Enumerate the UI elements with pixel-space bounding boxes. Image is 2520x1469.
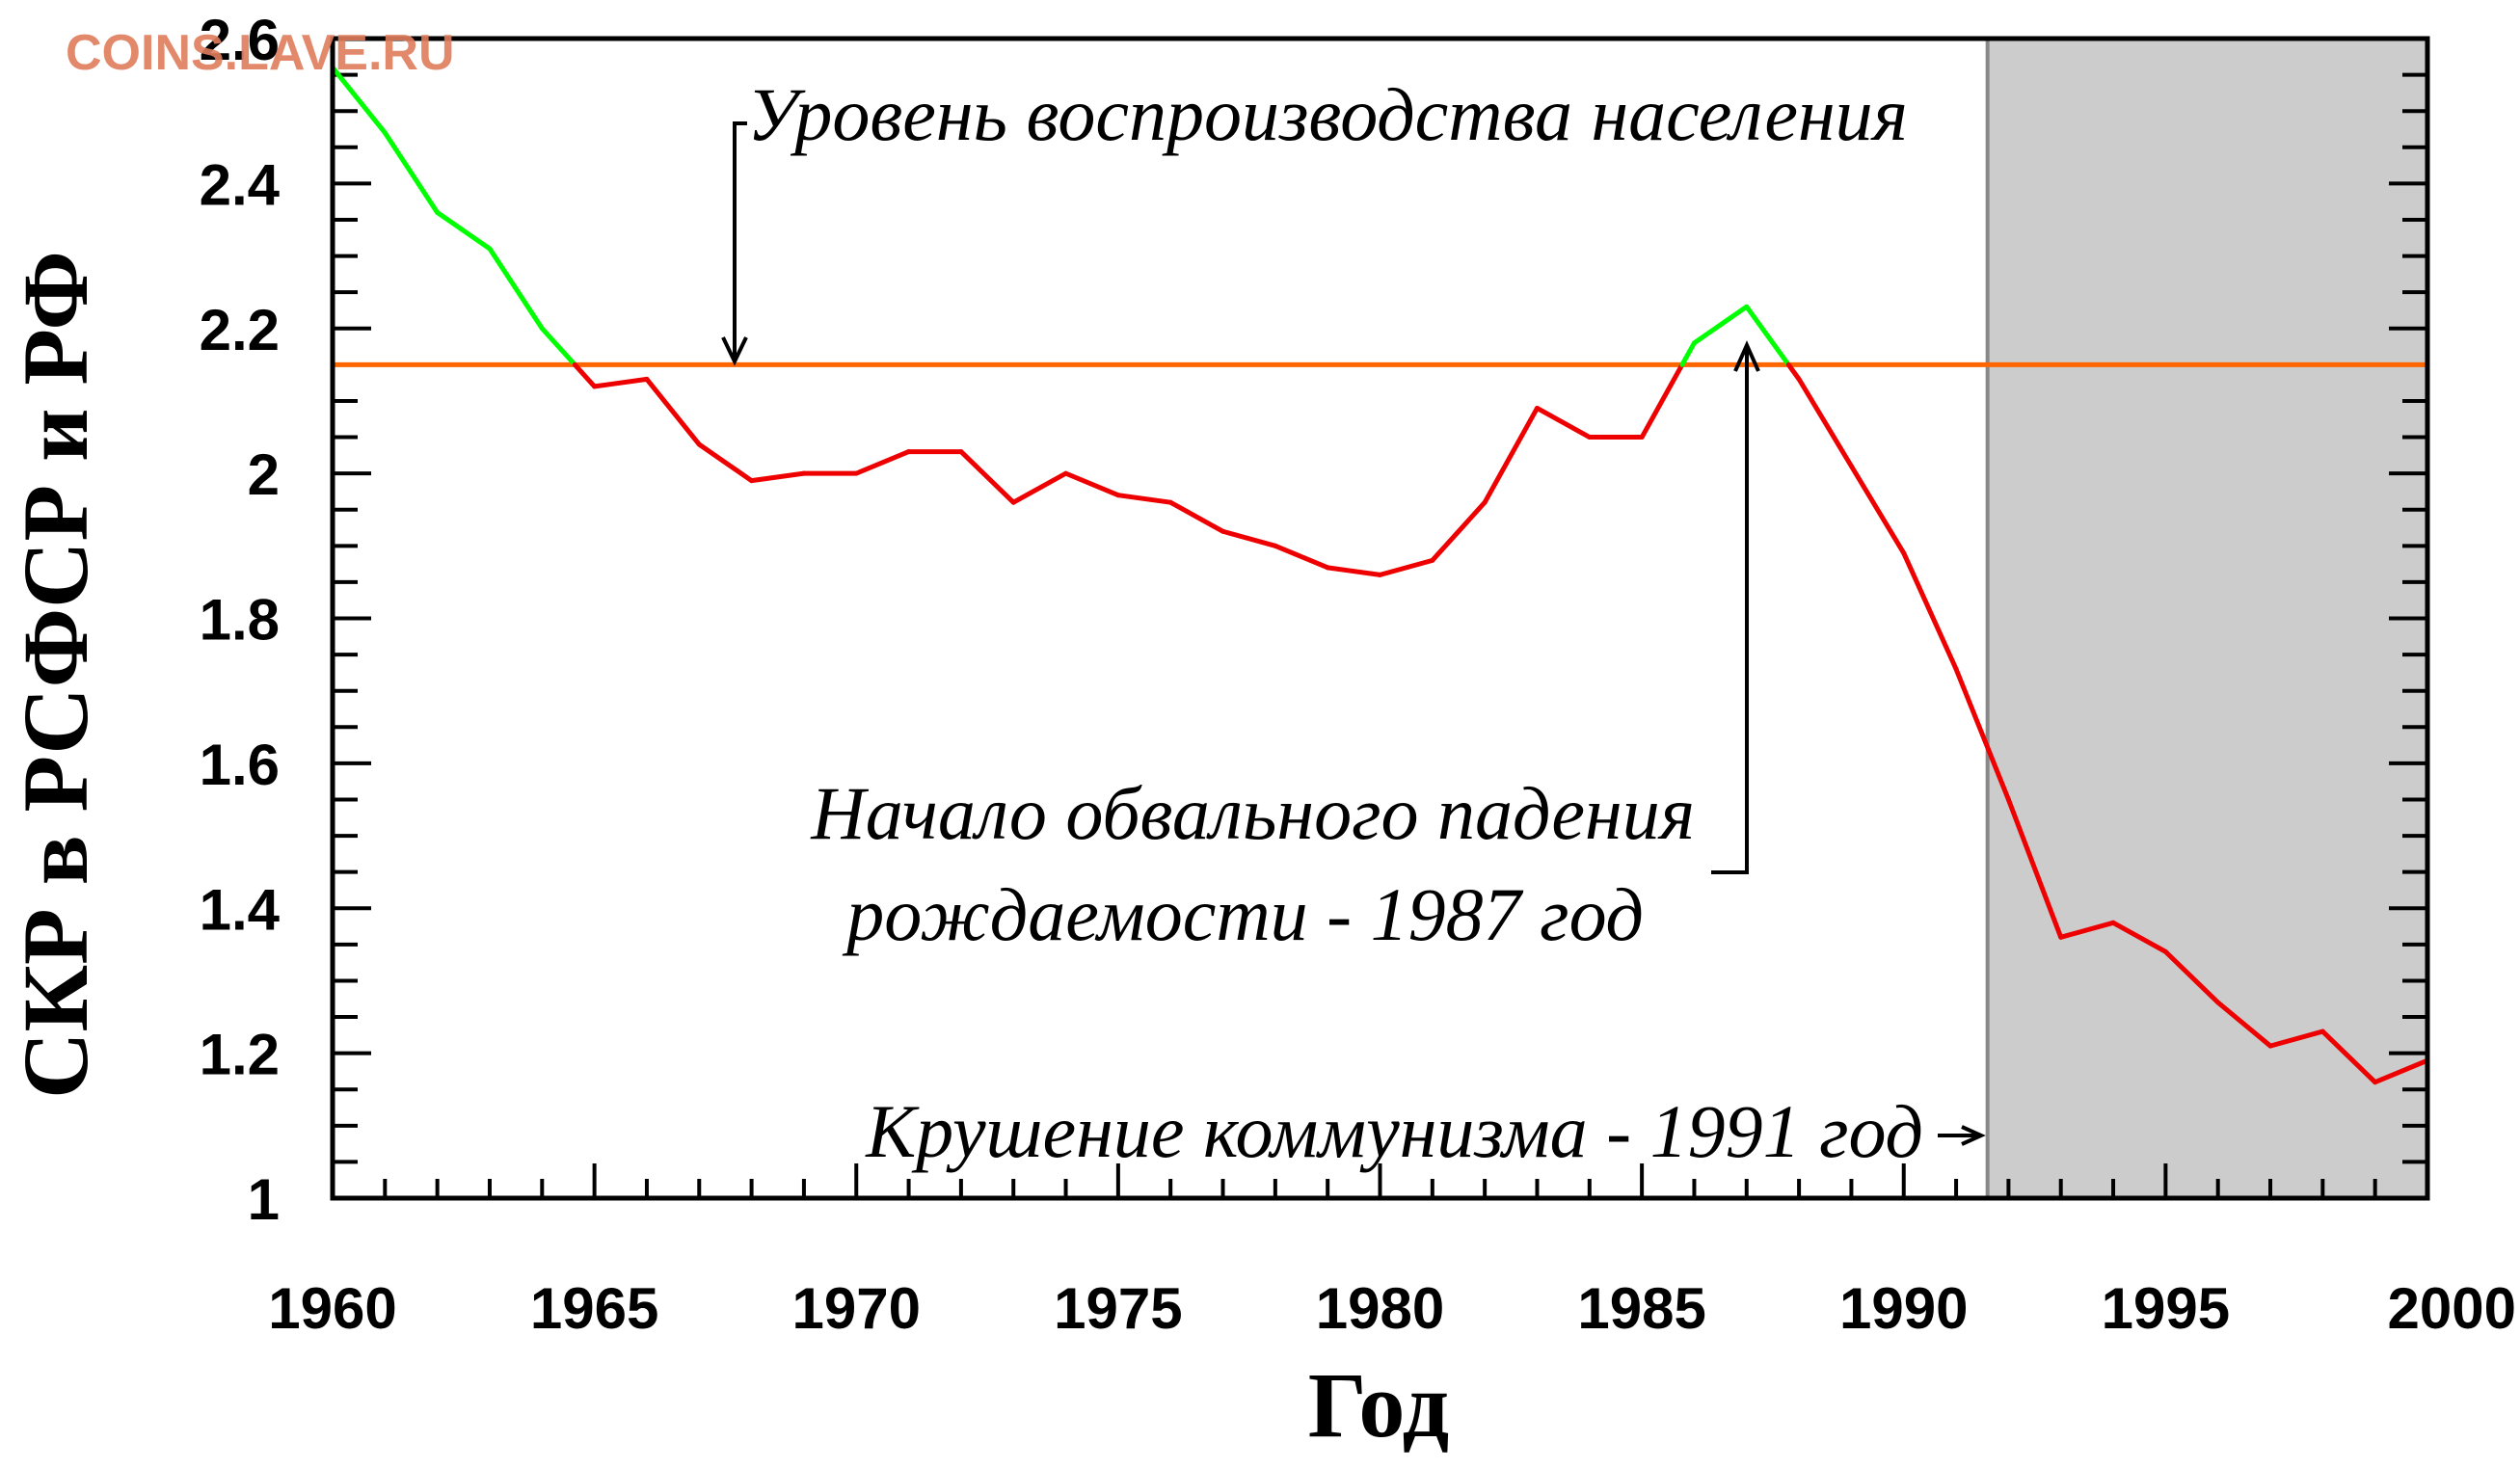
series-segment <box>958 449 1016 505</box>
series-segment <box>1325 565 1382 577</box>
series-segment <box>1482 405 1540 505</box>
series-segment <box>1691 304 1750 346</box>
series-segment <box>2319 1028 2378 1085</box>
x-tick-label: 1990 <box>1839 1276 1968 1341</box>
series-segment <box>1430 499 1488 563</box>
x-tick-label: 2000 <box>2388 1276 2516 1341</box>
x-tick-labels: 1960 1965 1970 1975 1980 1985 1990 1995 2000 <box>268 1276 2516 1341</box>
series-segment <box>2058 920 2116 940</box>
arrow-communism-collapse <box>1938 1125 1986 1146</box>
x-tick-label: 1985 <box>1577 1276 1705 1341</box>
x-tick-label: 1960 <box>268 1276 396 1341</box>
series-segment <box>2215 1000 2273 1049</box>
series-segment <box>1115 493 1173 505</box>
x-tick-label: 1980 <box>1316 1276 1444 1341</box>
annotation-communism-collapse: Крушение коммунизма - 1991 год <box>865 1089 1923 1173</box>
watermark: COINS.LAVE.RU <box>66 25 455 81</box>
axis-ticks <box>331 37 2429 1200</box>
y-tick-label: 2 <box>248 442 280 507</box>
y-tick-label: 2.4 <box>200 152 281 217</box>
series-segment <box>2162 948 2221 1005</box>
series-segment <box>853 449 912 476</box>
arrow-fall-start <box>1711 340 1760 874</box>
fertility-series <box>330 65 2430 1085</box>
series-segment <box>592 376 650 389</box>
series-segment <box>2005 796 2064 940</box>
x-tick-label: 1970 <box>792 1276 921 1341</box>
y-tick-label: 1.2 <box>200 1023 280 1087</box>
series-segment <box>1220 528 1278 548</box>
annotation-replacement-level: Уровень воспроизводства населения <box>747 72 1908 156</box>
annotation-fall-start-line1: Начало обвального падения <box>810 771 1695 855</box>
series-segment <box>2373 1057 2430 1085</box>
plot-frame <box>330 36 2430 1201</box>
series-segment <box>487 246 545 332</box>
series-segment <box>1796 376 1854 469</box>
y-tick-label: 1 <box>248 1167 280 1232</box>
y-tick-label: 2.6 <box>200 8 280 72</box>
series-segment <box>1273 543 1330 571</box>
series-segment <box>1744 304 1791 367</box>
y-tick-label: 1.4 <box>200 877 281 942</box>
series-segment <box>1063 470 1121 498</box>
series-segment <box>696 441 755 484</box>
x-tick-label: 1975 <box>1054 1276 1182 1341</box>
series-segment <box>1378 557 1435 577</box>
series-segment <box>1639 361 1685 441</box>
series-segment <box>539 326 577 367</box>
y-axis-label: СКР в РСФСР и РФ <box>4 251 107 1099</box>
series-segment <box>749 470 807 484</box>
series-segment <box>1953 666 2011 802</box>
arrow-replacement-level <box>721 121 748 366</box>
x-tick-label: 1965 <box>530 1276 658 1341</box>
series-segment <box>2110 920 2168 954</box>
series-segment <box>2267 1028 2325 1049</box>
series-segment <box>1167 499 1226 534</box>
series-segment <box>330 65 388 136</box>
series-segment <box>644 376 702 447</box>
series-segment <box>435 209 493 252</box>
x-axis-label: Год <box>1308 1353 1449 1456</box>
y-tick-label: 2.2 <box>200 298 280 362</box>
series-segment <box>1848 464 1907 556</box>
series-segment <box>572 361 598 389</box>
series-segment <box>1901 550 1959 672</box>
y-tick-labels: 1 1.2 1.4 1.6 1.8 2 2.2 2.4 2.6 <box>200 8 281 1232</box>
series-segment <box>1679 340 1697 367</box>
y-tick-label: 1.6 <box>200 733 280 797</box>
shaded-region <box>1987 39 2427 1198</box>
series-segment <box>1534 405 1593 441</box>
y-tick-label: 1.8 <box>200 588 280 653</box>
series-segment <box>382 130 441 215</box>
series-segment <box>1785 361 1802 382</box>
series-segment <box>1010 470 1069 505</box>
x-tick-label: 1995 <box>2102 1276 2230 1341</box>
annotation-fall-start-line2: рождаемости - 1987 год <box>842 872 1644 956</box>
